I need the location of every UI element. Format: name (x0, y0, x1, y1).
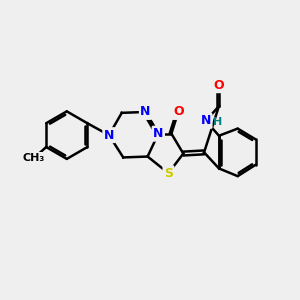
Text: O: O (173, 106, 184, 118)
Text: O: O (214, 79, 224, 92)
Text: N: N (104, 129, 114, 142)
Text: N: N (201, 114, 211, 128)
Text: H: H (212, 117, 222, 128)
Text: CH₃: CH₃ (22, 153, 45, 163)
Text: N: N (153, 127, 164, 140)
Text: N: N (140, 106, 151, 118)
Text: S: S (164, 167, 173, 180)
